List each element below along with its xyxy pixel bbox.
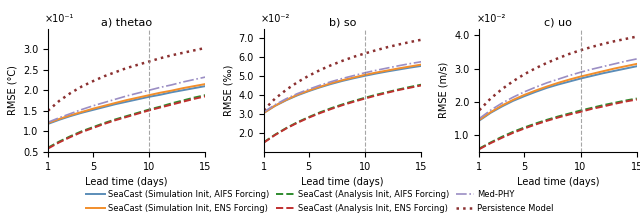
Title: a) thetao: a) thetao: [101, 18, 152, 28]
Title: b) so: b) so: [329, 18, 356, 28]
Text: ×10⁻²: ×10⁻²: [260, 14, 290, 24]
Legend: SeaCast (Simulation Init, AIFS Forcing), SeaCast (Simulation Init, ENS Forcing),: SeaCast (Simulation Init, AIFS Forcing),…: [83, 187, 557, 216]
Text: ×10⁻¹: ×10⁻¹: [45, 14, 74, 24]
X-axis label: Lead time (days): Lead time (days): [517, 177, 599, 187]
Y-axis label: RMSE (°C): RMSE (°C): [7, 65, 17, 115]
X-axis label: Lead time (days): Lead time (days): [86, 177, 168, 187]
Text: ×10⁻²: ×10⁻²: [476, 14, 506, 24]
Y-axis label: RMSE (m/s): RMSE (m/s): [438, 62, 449, 118]
Y-axis label: RMSE (‰): RMSE (‰): [223, 64, 233, 116]
X-axis label: Lead time (days): Lead time (days): [301, 177, 383, 187]
Title: c) uo: c) uo: [544, 18, 572, 28]
